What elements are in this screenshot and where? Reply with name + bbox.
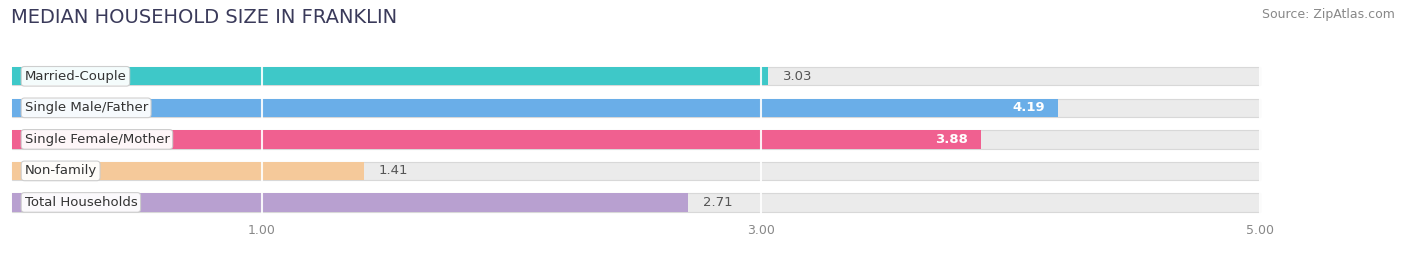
Text: 3.88: 3.88 [935, 133, 969, 146]
Text: 4.19: 4.19 [1012, 101, 1046, 114]
Bar [13, 99, 1260, 117]
Text: 1.41: 1.41 [380, 164, 409, 177]
Bar [13, 67, 768, 85]
Bar [13, 67, 1260, 85]
Bar [13, 162, 1260, 180]
Text: Married-Couple: Married-Couple [24, 70, 127, 83]
Text: Total Households: Total Households [24, 196, 138, 209]
Text: Source: ZipAtlas.com: Source: ZipAtlas.com [1261, 8, 1395, 21]
Text: Single Male/Father: Single Male/Father [24, 101, 148, 114]
Text: MEDIAN HOUSEHOLD SIZE IN FRANKLIN: MEDIAN HOUSEHOLD SIZE IN FRANKLIN [11, 8, 398, 27]
Bar [13, 193, 689, 211]
Bar [13, 193, 1260, 211]
Text: 2.71: 2.71 [703, 196, 733, 209]
Text: Non-family: Non-family [24, 164, 97, 177]
Text: 3.03: 3.03 [783, 70, 813, 83]
Bar [13, 162, 364, 180]
Text: Single Female/Mother: Single Female/Mother [24, 133, 169, 146]
Bar [13, 130, 980, 148]
Bar [13, 99, 1057, 117]
Bar [13, 130, 1260, 148]
